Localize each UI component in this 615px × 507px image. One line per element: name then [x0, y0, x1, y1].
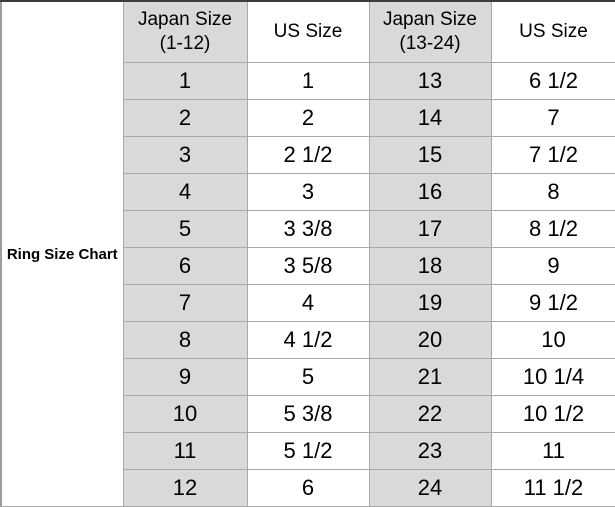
japan-size-cell: 19	[368, 284, 492, 322]
us-size-cell: 1	[246, 62, 370, 100]
japan-size-cell: 20	[368, 321, 492, 359]
us-size-cell: 9 1/2	[490, 284, 615, 322]
japan-size-cell: 4	[122, 173, 248, 211]
table-row: 1 1 13 6 1/2	[1, 62, 615, 100]
header-us-size-left: US Size	[246, 0, 370, 63]
table-row: 2 2 14 7	[1, 99, 615, 137]
table-row: 7 4 19 9 1/2	[1, 284, 615, 322]
us-size-cell: 3 3/8	[246, 210, 370, 248]
japan-size-cell: 3	[122, 136, 248, 174]
us-size-cell: 4 1/2	[246, 321, 370, 359]
us-size-cell: 9	[490, 247, 615, 285]
japan-size-cell: 12	[122, 469, 248, 507]
japan-size-cell: 15	[368, 136, 492, 174]
japan-size-cell: 10	[122, 395, 248, 433]
table-row: 4 3 16 8	[1, 173, 615, 211]
us-size-cell: 8	[490, 173, 615, 211]
japan-size-cell: 9	[122, 358, 248, 396]
us-size-cell: 3 5/8	[246, 247, 370, 285]
header-us-size-right: US Size	[490, 0, 615, 63]
japan-size-cell: 7	[122, 284, 248, 322]
japan-size-cell: 16	[368, 173, 492, 211]
japan-size-cell: 21	[368, 358, 492, 396]
us-size-cell: 8 1/2	[490, 210, 615, 248]
us-size-cell: 6	[246, 469, 370, 507]
header-line: (1-12)	[159, 33, 211, 54]
japan-size-cell: 6	[122, 247, 248, 285]
japan-size-cell: 17	[368, 210, 492, 248]
us-size-cell: 4	[246, 284, 370, 322]
chart-title: Ring Size Chart	[0, 0, 124, 507]
table-row: 8 4 1/2 20 10	[1, 321, 615, 359]
us-size-cell: 10	[490, 321, 615, 359]
us-size-cell: 5 3/8	[246, 395, 370, 433]
header-line: Japan Size	[382, 9, 477, 31]
us-size-cell: 11	[490, 432, 615, 470]
japan-size-cell: 1	[122, 62, 248, 100]
us-size-cell: 10 1/2	[490, 395, 615, 433]
us-size-cell: 5	[246, 358, 370, 396]
japan-size-cell: 24	[368, 469, 492, 507]
header-line: (13-24)	[399, 33, 461, 54]
us-size-cell: 5 1/2	[246, 432, 370, 470]
us-size-cell: 3	[246, 173, 370, 211]
japan-size-cell: 2	[122, 99, 248, 137]
us-size-cell: 2	[246, 99, 370, 137]
header-line: Japan Size	[137, 9, 232, 31]
japan-size-cell: 5	[122, 210, 248, 248]
japan-size-cell: 11	[122, 432, 248, 470]
us-size-cell: 6 1/2	[490, 62, 615, 100]
header-japan-size-13-24: Japan Size (13-24)	[368, 0, 492, 63]
us-size-cell: 10 1/4	[490, 358, 615, 396]
us-size-cell: 7	[490, 99, 615, 137]
japan-size-cell: 13	[368, 62, 492, 100]
table-row: 6 3 5/8 18 9	[1, 247, 615, 285]
us-size-cell: 11 1/2	[490, 469, 615, 507]
japan-size-cell: 23	[368, 432, 492, 470]
us-size-cell: 2 1/2	[246, 136, 370, 174]
japan-size-cell: 8	[122, 321, 248, 359]
japan-size-cell: 18	[368, 247, 492, 285]
table-row: 11 5 1/2 23 11	[1, 432, 615, 470]
header-japan-size-1-12: Japan Size (1-12)	[122, 0, 248, 63]
table-row: 10 5 3/8 22 10 1/2	[1, 395, 615, 433]
us-size-cell: 7 1/2	[490, 136, 615, 174]
japan-size-cell: 14	[368, 99, 492, 137]
table-row: 9 5 21 10 1/4	[1, 358, 615, 396]
japan-size-cell: 22	[368, 395, 492, 433]
